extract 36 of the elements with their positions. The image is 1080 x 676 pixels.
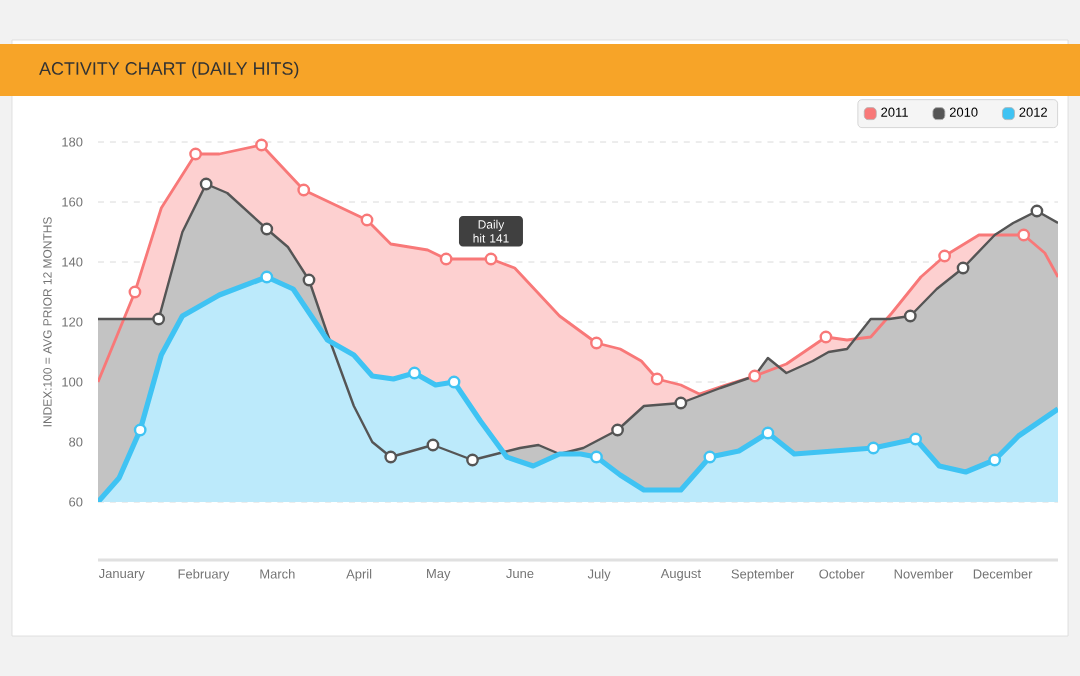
- point: [128, 285, 142, 299]
- point: [426, 438, 440, 452]
- point: [590, 336, 603, 350]
- point: [956, 261, 970, 275]
- point: [761, 426, 775, 440]
- point: [255, 138, 268, 152]
- point: [484, 252, 498, 266]
- point: [302, 273, 316, 287]
- point: [466, 453, 479, 467]
- point: [938, 249, 951, 263]
- point: [703, 450, 717, 464]
- point: [447, 375, 461, 389]
- point: [439, 252, 453, 266]
- point: [867, 441, 880, 455]
- point: [1017, 228, 1031, 242]
- point: [297, 183, 311, 197]
- point: [909, 432, 922, 446]
- point: [590, 450, 603, 464]
- point: [260, 222, 274, 236]
- point: [903, 309, 917, 323]
- point: [408, 366, 421, 380]
- point: [748, 369, 762, 383]
- point: [152, 312, 166, 326]
- chart-title: ACTIVITY CHART (DAILY HITS): [39, 61, 299, 79]
- point: [199, 177, 213, 191]
- point: [674, 396, 688, 410]
- point: [189, 147, 202, 161]
- point: [133, 423, 147, 437]
- point: [819, 330, 833, 344]
- point: [360, 213, 374, 227]
- point: [650, 372, 664, 386]
- point: [260, 270, 274, 284]
- point: [611, 423, 624, 437]
- point: [1030, 204, 1044, 218]
- point: [384, 450, 398, 464]
- point: [988, 453, 1002, 467]
